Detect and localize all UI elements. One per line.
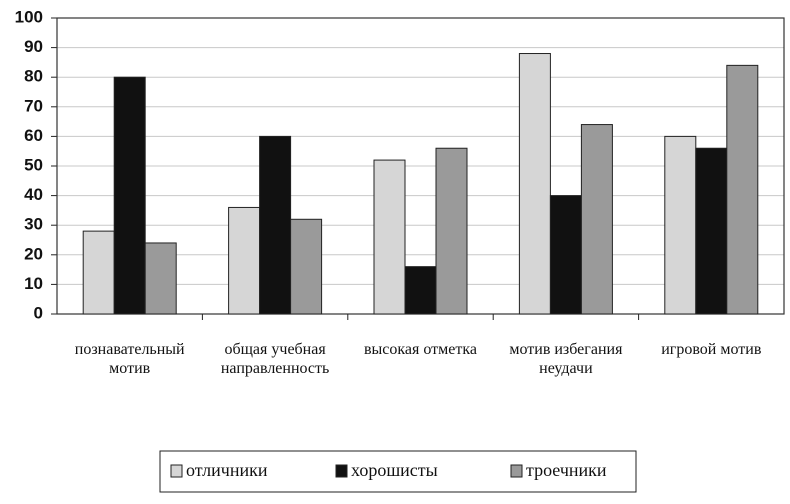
x-tick-label: мотив избегания неудачи <box>509 341 623 377</box>
legend-swatch <box>170 464 183 478</box>
y-tick-label: 30 <box>24 215 43 234</box>
bar <box>290 218 323 315</box>
legend-swatch <box>510 464 523 478</box>
bar <box>695 147 728 315</box>
y-tick-label: 40 <box>24 185 43 204</box>
bar <box>580 124 613 315</box>
y-tick-label: 70 <box>24 96 43 115</box>
legend-label: троечники <box>526 460 607 480</box>
bar <box>228 206 261 315</box>
y-tick-label: 50 <box>24 155 43 174</box>
bar <box>113 76 146 315</box>
x-tick-label: высокая отметка <box>363 341 478 358</box>
legend-label: отличники <box>186 460 268 480</box>
bar <box>144 242 177 315</box>
y-tick-label: 100 <box>15 7 43 26</box>
x-tick-label: познавательный мотив <box>74 341 185 377</box>
bar <box>435 147 468 315</box>
legend-swatch <box>335 464 348 478</box>
bar <box>259 135 292 315</box>
legend-label: хорошисты <box>351 460 438 480</box>
bar <box>549 195 582 315</box>
bar <box>664 135 697 315</box>
y-tick-label: 90 <box>24 37 43 56</box>
bar <box>373 159 406 315</box>
bar <box>726 64 759 315</box>
y-tick-label: 60 <box>24 126 43 145</box>
x-tick-label: игровой мотив <box>661 341 762 358</box>
legend-box <box>159 450 637 493</box>
y-tick-label: 80 <box>24 67 43 86</box>
bar <box>518 53 551 315</box>
y-tick-label: 0 <box>34 303 43 322</box>
y-tick-label: 20 <box>24 244 43 263</box>
bar <box>404 266 437 315</box>
x-tick-label: общая учебная направленность <box>220 341 330 377</box>
bar <box>82 230 115 315</box>
y-tick-label: 10 <box>24 274 43 293</box>
